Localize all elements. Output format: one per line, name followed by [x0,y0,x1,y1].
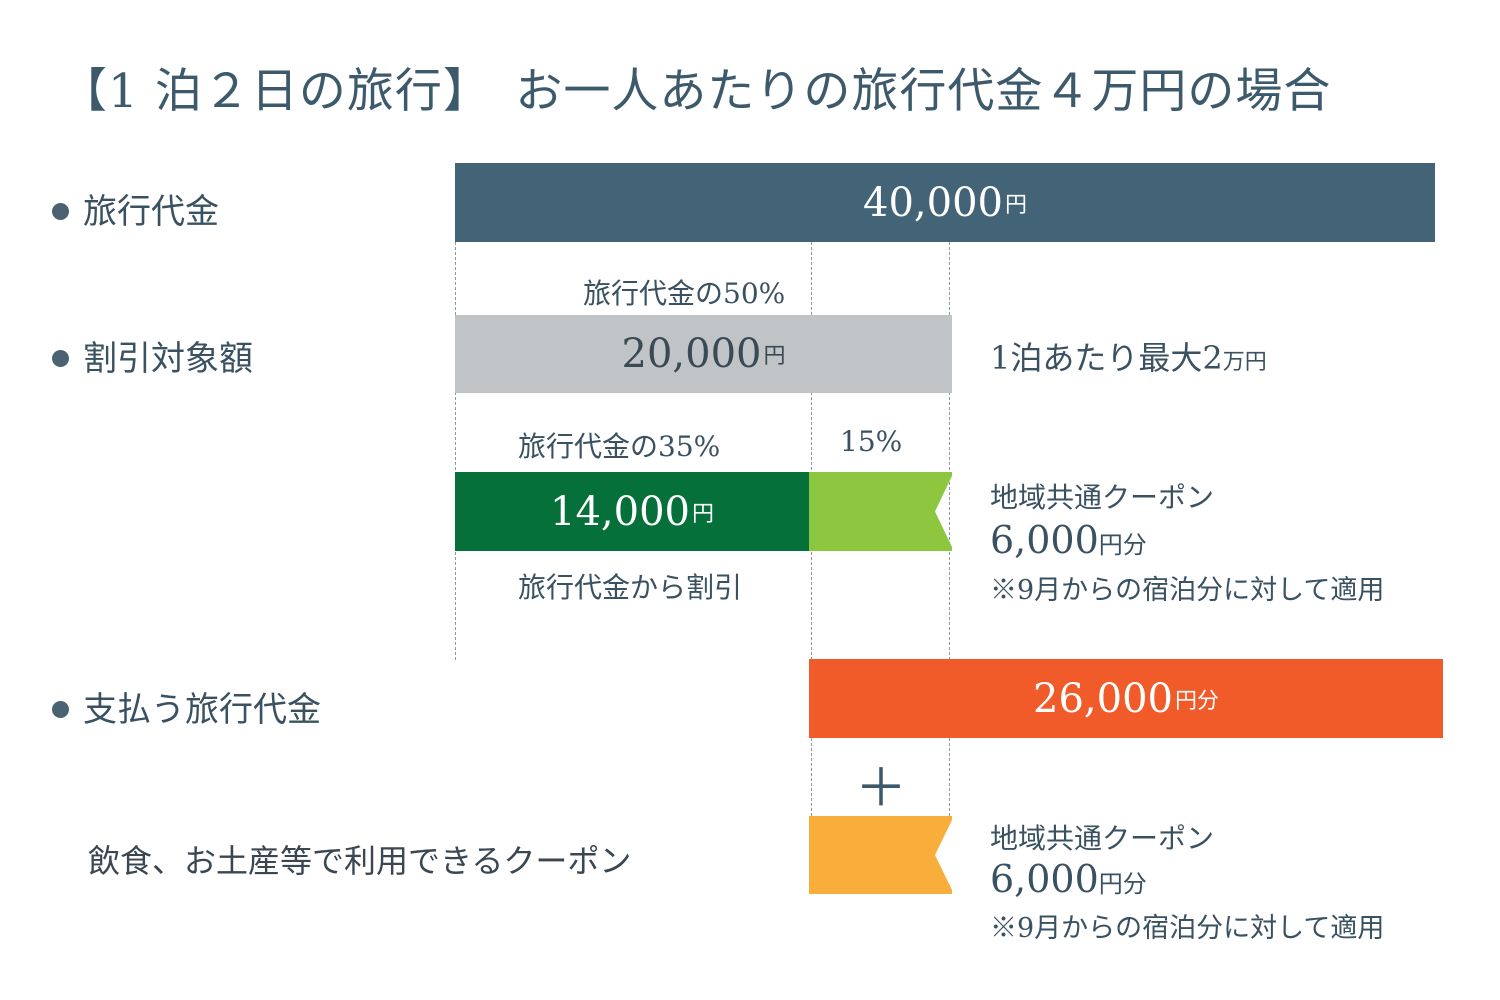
guide-line-coupon-top [949,738,950,816]
coupon-amount: 6,000円分 [990,518,1147,562]
row-label-travel-fee: 旅行代金 [52,184,219,233]
coupon-amount-value: 6,000 [990,518,1099,562]
discount-target-unit: 円 [763,344,786,369]
guide-line-split [811,242,812,660]
plus-sign: ＋ [855,759,908,819]
discount-target-bar: 20,000 円 [455,315,952,393]
page-title: 【1 泊２日の旅行】 お一人あたりの旅行代金４万円の場合 [60,64,1332,119]
split-left-caption: 旅行代金の35% [518,430,721,463]
bullet-dot [52,202,69,220]
coupon-use-amount-value: 6,000 [990,857,1099,901]
discount-unit: 円 [691,501,714,527]
discount-caption: 旅行代金から割引 [518,571,743,604]
coupon-use-label: 飲食、お土産等で利用できるクーポン [88,842,632,880]
coupon-amount-unit: 円分 [1098,531,1147,559]
coupon-use-flag-bar [809,816,952,894]
discount-amount: 14,000 [550,488,690,535]
coupon-use-flag-shape [809,816,952,894]
guide-line-half [949,242,950,660]
discount-amount-bar: 14,000 円 [455,472,809,551]
discount-target-caption: 旅行代金の50% [583,277,786,310]
coupon-use-amount: 6,000円分 [990,857,1147,901]
coupon-use-title: 地域共通クーポン [990,822,1215,855]
coupon-use-amount-unit: 円分 [1098,870,1147,898]
row-label-payment: 支払う旅行代金 [52,682,321,731]
coupon-flag-bar [809,472,952,551]
payment-unit: 円分 [1174,688,1219,714]
payment-label: 支払う旅行代金 [83,690,321,730]
travel-fee-bar: 40,000 円 [455,163,1435,242]
coupon-use-note: ※9月からの宿泊分に対して適用 [990,913,1385,944]
row-label-discount-target: 割引対象額 [52,331,253,380]
travel-fee-unit: 円 [1004,192,1027,218]
discount-target-side-note: 1泊あたり最大2万円 [990,333,1267,379]
bullet-dot [52,700,69,718]
split-right-caption: 15% [840,425,903,458]
discount-target-amount: 20,000 [621,331,762,377]
payment-bar: 26,000 円分 [809,659,1443,738]
coupon-flag-shape [809,472,952,551]
travel-fee-label: 旅行代金 [83,192,219,232]
coupon-title: 地域共通クーポン [990,481,1215,514]
side-note-text: 1泊あたり最大2 [990,339,1223,377]
guide-line-coupon-top-left [811,738,812,816]
travel-fee-amount: 40,000 [863,179,1003,226]
discount-target-label: 割引対象額 [83,339,253,379]
coupon-note: ※9月からの宿泊分に対して適用 [990,575,1385,606]
side-note-unit: 万円 [1222,350,1267,375]
payment-amount: 26,000 [1033,675,1173,722]
guide-line-start [455,242,456,660]
bullet-dot [52,349,69,367]
